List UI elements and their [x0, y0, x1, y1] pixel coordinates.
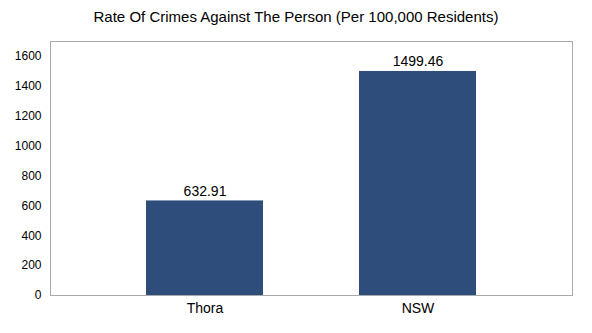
svg-text:1499.46: 1499.46	[393, 53, 444, 69]
html-text:Rate Of Crimes Against The Per: Rate Of Crimes Against The Person (Per 1…	[93, 8, 499, 25]
svg-text:400: 400	[21, 229, 41, 243]
svg-text:1000: 1000	[15, 139, 42, 153]
svg-text:Thora: Thora	[187, 300, 224, 316]
svg-text:632.91: 632.91	[184, 183, 227, 199]
svg-text:0: 0	[35, 288, 42, 302]
svg-text:1400: 1400	[15, 79, 42, 93]
svg-text:600: 600	[21, 199, 41, 213]
svg-text:200: 200	[21, 258, 41, 272]
svg-text:1600: 1600	[15, 49, 42, 63]
svg-text:800: 800	[21, 169, 41, 183]
svg-text:NSW: NSW	[402, 300, 435, 316]
svg-text:1200: 1200	[15, 109, 42, 123]
